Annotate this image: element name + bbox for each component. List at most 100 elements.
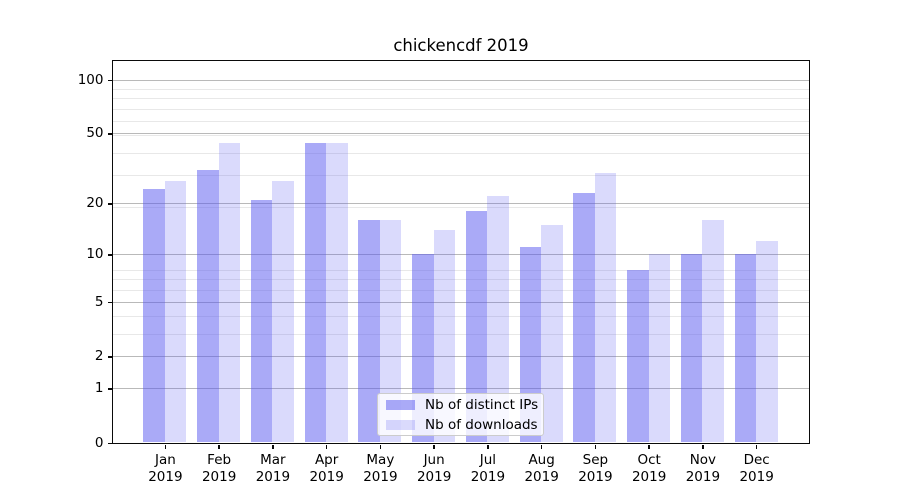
x-tick-label: Jun 2019 [404,452,464,486]
x-tick [218,444,220,449]
x-tick [594,444,597,449]
gridline-major [112,254,809,256]
x-tick [540,444,543,449]
x-tick-label-year: 2019 [470,469,506,485]
bar-ips-jul [465,211,488,443]
bar-downloads-may [379,219,402,443]
legend-item-ips: Nb of distinct IPs [378,396,543,413]
gridline-major [112,133,809,135]
gridline-major [112,79,809,81]
bars-layer [113,61,809,443]
x-tick-label-month: Oct [637,452,661,468]
gridline-minor [112,269,809,271]
legend-swatch-ips [386,399,415,410]
x-tick-label-month: Feb [207,452,232,468]
y-tick-label: 2 [94,348,104,365]
legend-swatch-downloads [386,419,415,430]
y-tick [107,79,112,82]
bar-ips-jan [143,189,165,443]
x-tick-label-year: 2019 [416,469,452,485]
gridline-minor [112,207,809,209]
gridline-major [112,388,809,390]
bar-downloads-mar [272,180,294,443]
x-tick-label-month: Nov [689,452,717,468]
gridline-minor [112,289,809,291]
bar-downloads-apr [326,143,348,443]
x-tick [433,444,435,449]
gridline-minor [112,175,809,177]
y-tick [107,254,112,256]
bar-downloads-oct [648,254,671,443]
bar-downloads-sep [594,172,617,443]
bar-downloads-jan [164,180,187,443]
legend-label-ips: Nb of distinct IPs [425,396,539,413]
bar-ips-oct [627,269,649,443]
x-tick [487,444,489,449]
x-tick-label: Jan 2019 [135,452,195,486]
bar-downloads-feb [218,143,241,443]
x-tick-label: Jul 2019 [458,452,518,486]
bar-ips-feb [197,170,219,443]
x-tick-label: Aug 2019 [512,452,572,486]
gridline-major [112,356,809,358]
chart-title: chickencdf 2019 [393,36,529,55]
x-tick-label: May 2019 [350,452,410,486]
x-tick [325,444,328,449]
y-tick-label: 10 [86,246,104,263]
x-tick-label-month: Mar [260,452,286,468]
gridline-minor [112,134,809,136]
gridline-major [112,203,809,205]
x-tick-label-year: 2019 [578,469,613,485]
legend-label-downloads: Nb of downloads [425,416,538,433]
x-tick-label-year: 2019 [255,469,291,485]
x-tick-label-month: Jun [423,452,445,468]
x-tick [648,444,650,449]
y-tick [107,442,112,444]
gridline-minor [112,108,809,110]
x-tick-label: Sep 2019 [565,452,625,486]
bar-downloads-dec [756,240,778,443]
y-tick-label: 1 [94,380,104,397]
x-tick-label-month: Dec [743,452,770,468]
x-tick-label-month: Apr [314,452,339,468]
bar-ips-dec [734,254,757,443]
bar-downloads-jul [487,196,509,443]
bar-downloads-aug [541,224,563,443]
bar-ips-nov [680,254,703,443]
y-tick [107,356,112,358]
x-tick-label-year: 2019 [631,469,667,485]
grid-layer [112,61,809,443]
x-tick-label-year: 2019 [309,469,344,485]
gridline-minor [112,120,809,122]
x-tick-label-month: May [366,452,395,468]
x-tick-label-year: 2019 [201,469,237,485]
gridline-minor [112,315,809,317]
x-tick-label-month: Jul [479,452,497,468]
x-tick [702,444,704,449]
x-tick-label-year: 2019 [739,469,774,485]
x-tick-label-year: 2019 [685,469,721,485]
x-tick-label-month: Jan [154,452,176,468]
y-tick [107,301,112,304]
x-tick-label: Oct 2019 [619,452,679,486]
x-tick [164,444,167,449]
legend: Nb of distinct IPs Nb of downloads [377,393,544,436]
y-tick-label: 5 [94,293,104,310]
x-tick-label: Apr 2019 [297,452,357,486]
gridline-minor [112,333,809,335]
x-tick-label-month: Aug [528,452,555,468]
gridline-major [112,301,809,303]
bar-downloads-jun [433,229,456,443]
bar-downloads-nov [702,219,724,443]
gridline-minor [112,152,809,154]
x-tick-label: Mar 2019 [243,452,303,486]
y-tick-label: 50 [86,125,104,142]
bar-ips-mar [250,199,273,443]
x-tick [755,444,758,449]
y-tick [107,203,112,205]
x-tick-label-year: 2019 [363,469,398,485]
x-tick-label-year: 2019 [148,469,183,485]
x-tick-label: Nov 2019 [673,452,733,486]
y-tick-label: 20 [86,195,104,212]
